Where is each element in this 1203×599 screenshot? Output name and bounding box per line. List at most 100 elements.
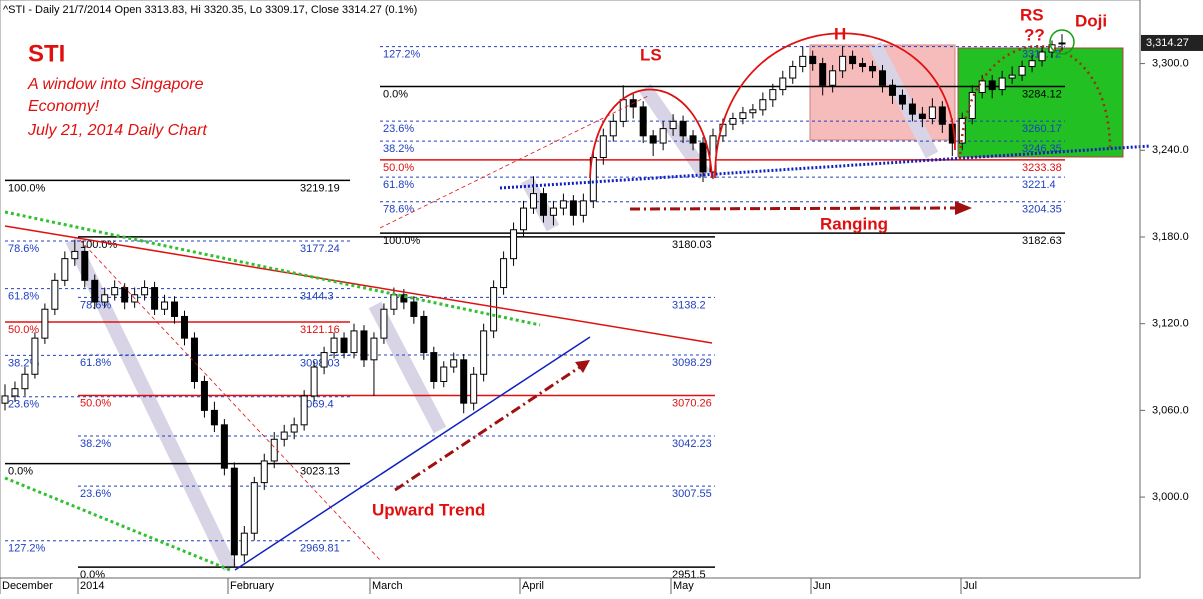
fib-label: 100.0% bbox=[80, 239, 118, 251]
candle-body bbox=[589, 157, 597, 202]
candle-body bbox=[430, 352, 438, 382]
candle-body bbox=[370, 337, 378, 361]
candle-body bbox=[290, 424, 298, 433]
candle-body bbox=[510, 229, 518, 260]
candle-body bbox=[220, 424, 228, 469]
candle-body bbox=[31, 337, 39, 375]
annotation: RS bbox=[1020, 5, 1044, 24]
candle-body bbox=[21, 373, 29, 390]
fib-label: 100.0% bbox=[8, 182, 46, 194]
annotation: Ranging bbox=[820, 214, 888, 233]
candle-body bbox=[639, 106, 647, 137]
candle-body bbox=[849, 55, 857, 65]
candle-body bbox=[659, 128, 667, 144]
candle-body bbox=[958, 117, 966, 144]
fib-label: 23.6% bbox=[383, 123, 414, 135]
y-tick-label: 3,120.0 bbox=[1152, 318, 1189, 330]
candle-body bbox=[998, 77, 1006, 91]
fib-price: 3007.55 bbox=[672, 488, 712, 500]
candle-body bbox=[180, 315, 188, 339]
fib-label: 50.0% bbox=[80, 397, 111, 409]
drawings: ^STI - Daily 21/7/2014 Open 3313.83, Hi … bbox=[3, 4, 1151, 572]
candle-body bbox=[81, 250, 89, 281]
fib-price: 2969.81 bbox=[300, 543, 340, 555]
candle-body bbox=[230, 467, 238, 556]
candle-body bbox=[500, 258, 508, 289]
candle-body bbox=[310, 366, 318, 397]
candle-body bbox=[380, 308, 388, 339]
candle-body bbox=[689, 135, 697, 144]
right-shoulder-arc bbox=[958, 45, 1112, 161]
fib-price: 3180.03 bbox=[672, 239, 712, 251]
fib-label: 23.6% bbox=[80, 488, 111, 500]
candle-body bbox=[699, 142, 707, 173]
fib-price: 3098.29 bbox=[672, 357, 712, 369]
green-trend bbox=[4, 210, 541, 327]
candle-body bbox=[888, 84, 896, 96]
candle-body bbox=[530, 193, 537, 209]
fib-price: 3098.03 bbox=[300, 357, 340, 369]
candle-body bbox=[679, 120, 687, 137]
candle-body bbox=[440, 366, 448, 382]
candle-body bbox=[300, 395, 308, 426]
candle-body bbox=[460, 359, 468, 404]
candle-body bbox=[520, 207, 528, 231]
fib-label: 127.2% bbox=[8, 543, 46, 555]
y-tick-label: 3,060.0 bbox=[1152, 404, 1189, 416]
candle-body bbox=[579, 200, 587, 216]
fib-label: 61.8% bbox=[8, 290, 39, 302]
candle-body bbox=[749, 109, 757, 114]
candle-body bbox=[11, 388, 19, 397]
fib-label: 38.2% bbox=[383, 143, 414, 155]
candle-body bbox=[1058, 42, 1066, 45]
trend-arrow bbox=[394, 365, 581, 492]
fib-price: 3219.19 bbox=[300, 182, 340, 194]
candle-body bbox=[539, 193, 547, 216]
subtitle: A window into Singapore bbox=[27, 76, 204, 93]
candle-body bbox=[839, 55, 847, 72]
range-arrow bbox=[629, 206, 956, 211]
fib-label: 127.2% bbox=[383, 49, 421, 61]
candle-body bbox=[1028, 60, 1036, 67]
fib-price: 3177.24 bbox=[300, 243, 340, 255]
candle-body bbox=[988, 80, 996, 91]
fibonacci-levels: 100.0% 3219.19 78.6% 3177.24 61.8% 3144.3 50.0… bbox=[5, 46, 1065, 581]
annotation: H bbox=[834, 24, 846, 43]
arrow-head bbox=[575, 360, 590, 373]
candle-body bbox=[779, 77, 787, 91]
candle-body bbox=[161, 301, 169, 310]
candle-body bbox=[260, 460, 268, 484]
candle-body bbox=[859, 63, 867, 67]
candle-body bbox=[879, 70, 887, 86]
fib-price: 3138.2 bbox=[672, 299, 706, 311]
fib-price: 3233.38 bbox=[1022, 162, 1062, 174]
annotation: Upward Trend bbox=[372, 500, 485, 519]
fib-price: 3144.3 bbox=[300, 290, 334, 302]
x-tick-label: 2014 bbox=[80, 580, 104, 592]
x-tick-label: April bbox=[522, 580, 544, 592]
fib-label: 100.0% bbox=[383, 235, 421, 247]
fib-label: 61.8% bbox=[383, 179, 414, 191]
candle-body bbox=[1, 395, 9, 404]
arrow-head bbox=[955, 201, 972, 215]
candle-body bbox=[250, 482, 258, 534]
candle-body bbox=[200, 380, 208, 411]
candle-body bbox=[470, 373, 478, 404]
candle-body bbox=[809, 55, 817, 65]
candle-body bbox=[759, 99, 767, 111]
candle-body bbox=[829, 70, 837, 86]
candle-body bbox=[1018, 65, 1026, 76]
candle-body bbox=[101, 294, 109, 303]
fib-label: 0.0% bbox=[383, 88, 408, 100]
candle-body bbox=[619, 99, 627, 122]
candle-body bbox=[340, 337, 348, 354]
fib-label: 50.0% bbox=[8, 324, 39, 336]
candle-body bbox=[490, 287, 498, 332]
annotation: Doji bbox=[1075, 11, 1107, 30]
candle-body bbox=[141, 287, 149, 296]
candle-body bbox=[918, 113, 926, 119]
fib-price: 3260.17 bbox=[1022, 123, 1062, 135]
candle-body bbox=[190, 337, 198, 382]
candle-body bbox=[669, 120, 677, 130]
candle-body bbox=[41, 308, 49, 339]
